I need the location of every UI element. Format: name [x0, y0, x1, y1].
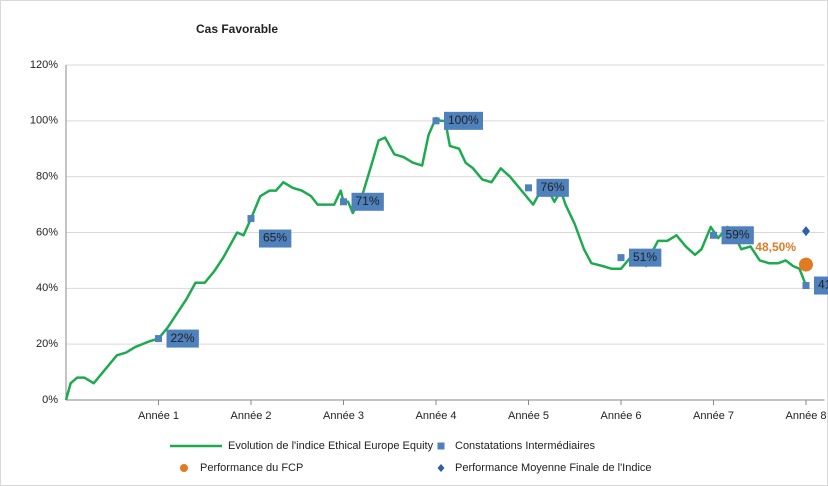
x-tick-label: Année 8 [786, 410, 827, 422]
legend-square [437, 442, 445, 450]
value-label-text: 71% [356, 194, 380, 208]
square-marker [247, 215, 255, 223]
legend-circle [180, 464, 188, 472]
value-label-text: 65% [263, 231, 287, 245]
value-label: 71% [351, 192, 384, 211]
value-label-box [259, 229, 292, 248]
value-label-box [721, 226, 754, 245]
value-label-text: 22% [171, 331, 195, 345]
square-marker [710, 231, 717, 239]
square-marker [432, 117, 440, 125]
value-label-box [814, 276, 828, 295]
value-label-text: 51% [633, 250, 657, 264]
square-marker [155, 335, 162, 343]
legend-diamond [437, 464, 445, 472]
x-tick-label: Année 4 [416, 410, 457, 422]
fcp-marker [799, 257, 813, 272]
x-tick-label: Année 5 [508, 410, 549, 422]
legend-label: Constatations Intermédiaires [455, 440, 596, 452]
square-marker [802, 282, 810, 290]
value-label-box [444, 111, 484, 130]
y-tick-label: 80% [36, 171, 58, 183]
value-label: 22% [166, 329, 199, 348]
value-label-text: 76% [541, 180, 565, 194]
value-label: 51% [629, 248, 662, 267]
y-tick-label: 100% [30, 115, 58, 127]
square-marker [525, 184, 532, 192]
x-tick-label: Année 3 [323, 410, 364, 422]
square-marker [617, 254, 625, 262]
value-label-box [166, 329, 199, 348]
y-tick-label: 20% [36, 338, 58, 350]
value-label-text: 41% [818, 278, 828, 292]
legend-label: Performance du FCP [200, 462, 303, 474]
value-label: 59% [721, 226, 754, 245]
chart-title: Cas Favorable [196, 22, 278, 36]
y-tick-label: 0% [42, 394, 58, 406]
value-label-text: 59% [726, 227, 750, 241]
value-label-text: 100% [448, 113, 479, 127]
square-marker [340, 198, 347, 206]
value-label-box [351, 192, 384, 211]
x-tick-label: Année 7 [693, 410, 734, 422]
legend-label: Evolution de l'indice Ethical Europe Equ… [228, 440, 434, 452]
legend-label: Performance Moyenne Finale de l'Indice [455, 462, 652, 474]
index-line [64, 116, 808, 401]
x-tick-label: Année 1 [138, 410, 179, 422]
y-tick-label: 60% [36, 226, 58, 238]
value-label: 100% [444, 111, 484, 130]
y-tick-label: 40% [36, 282, 58, 294]
value-label-box [629, 248, 662, 267]
value-label: 41% [814, 276, 828, 295]
value-label-box [536, 178, 569, 197]
y-tick-label: 120% [30, 59, 58, 71]
diamond-marker [802, 226, 810, 237]
value-label: 65% [259, 229, 292, 248]
x-tick-label: Année 2 [231, 410, 272, 422]
fcp-label: 48,50% [755, 240, 796, 254]
value-label: 76% [536, 178, 569, 197]
x-tick-label: Année 6 [601, 410, 642, 422]
